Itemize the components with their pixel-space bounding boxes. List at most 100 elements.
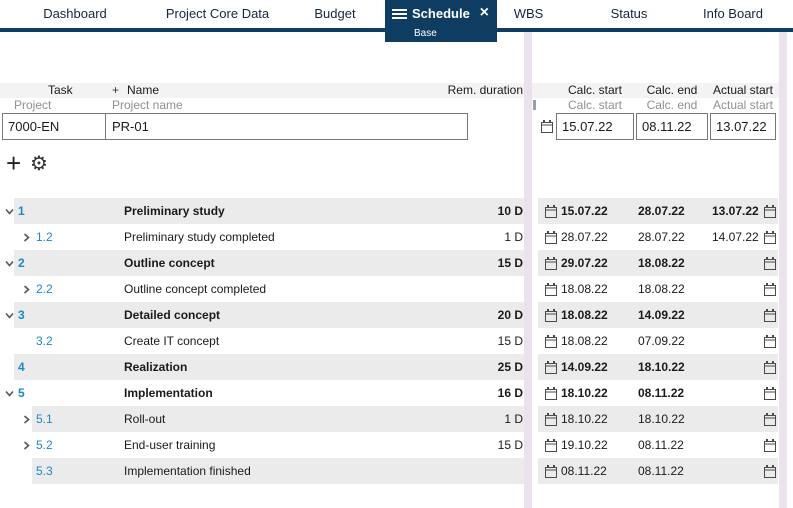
column-header-calc-end[interactable]: Calc. end [646,83,698,97]
task-calc-end[interactable]: 28.07.22 [638,204,685,218]
task-number-link[interactable]: 5 [18,386,25,400]
task-actual-start[interactable]: 13.07.22 [712,204,759,218]
calendar-icon[interactable] [764,361,776,377]
task-number-link[interactable]: 1 [18,204,25,218]
tab-budget[interactable]: Budget [285,0,385,28]
expand-chevron-icon[interactable] [4,362,15,373]
table-row[interactable]: 3 Detailed concept 20 D 18.08.22 14.09.2… [0,302,793,328]
calendar-icon[interactable] [545,335,557,351]
task-calc-start[interactable]: 28.07.22 [561,230,608,244]
table-row[interactable]: 2.2 Outline concept completed 18.08.22 1… [0,276,793,302]
column-header-actual-start[interactable]: Actual start [712,83,774,97]
calendar-icon[interactable] [545,205,557,221]
task-calc-start[interactable]: 08.11.22 [561,464,607,478]
task-calc-start[interactable]: 19.10.22 [561,438,608,452]
task-calc-start[interactable]: 18.10.22 [561,412,608,426]
task-number-link[interactable]: 1.2 [36,230,53,244]
calc-end-field[interactable]: 08.11.22 [636,113,708,140]
tab-status[interactable]: Status [560,0,698,28]
pane-splitter-left[interactable] [524,32,532,508]
task-calc-start[interactable]: 18.10.22 [561,386,608,400]
expand-chevron-icon[interactable] [21,284,32,295]
calendar-icon[interactable] [545,283,557,299]
tab-schedule-active[interactable]: Schedule × Base [385,0,497,42]
expand-chevron-icon[interactable] [4,258,15,269]
column-header-calc-start[interactable]: Calc. start [567,83,622,97]
task-number-link[interactable]: 5.2 [36,438,53,452]
tab-info-board[interactable]: Info Board [698,0,768,28]
expand-chevron-icon[interactable] [21,414,32,425]
calendar-icon[interactable] [764,465,776,481]
expand-chevron-icon[interactable] [4,388,15,399]
calendar-icon[interactable] [764,257,776,273]
task-calc-start[interactable]: 18.08.22 [561,334,608,348]
task-calc-end[interactable]: 07.09.22 [638,334,685,348]
calendar-icon[interactable] [545,465,557,481]
task-calc-start[interactable]: 18.08.22 [561,308,608,322]
gear-icon[interactable]: ⚙ [30,153,48,175]
calendar-icon[interactable] [764,231,776,247]
task-number-link[interactable]: 3 [18,308,25,322]
task-calc-end[interactable]: 18.08.22 [638,282,685,296]
task-calc-start[interactable]: 15.07.22 [561,204,608,218]
column-header-name[interactable]: Name [127,83,160,97]
table-row[interactable]: 5.2 End-user training 15 D 19.10.22 08.1… [0,432,793,458]
task-number-link[interactable]: 5.1 [36,412,53,426]
table-row[interactable]: 3.2 Create IT concept 15 D 18.08.22 07.0… [0,328,793,354]
pane-splitter-right[interactable] [779,32,787,508]
task-actual-start[interactable]: 14.07.22 [712,230,759,244]
actual-start-field[interactable]: 13.07.22 [710,113,776,140]
calendar-icon[interactable] [764,439,776,455]
column-header-rem-duration[interactable]: Rem. duration [447,83,523,97]
calendar-icon[interactable] [545,387,557,403]
expand-chevron-icon[interactable] [21,232,32,243]
table-row[interactable]: 5.1 Roll-out 1 D 18.10.22 18.10.22 [0,406,793,432]
calc-start-field[interactable]: 15.07.22 [556,113,634,140]
tab-dashboard[interactable]: Dashboard [0,0,150,28]
task-calc-end[interactable]: 08.11.22 [638,386,685,400]
task-number-link[interactable]: 3.2 [36,334,53,348]
task-calc-start[interactable]: 18.08.22 [561,282,608,296]
calendar-icon[interactable] [764,413,776,429]
task-calc-end[interactable]: 08.11.22 [638,438,684,452]
calendar-icon[interactable] [545,257,557,273]
task-calc-end[interactable]: 18.08.22 [638,256,685,270]
task-calc-end[interactable]: 28.07.22 [638,230,685,244]
project-filter-box[interactable] [2,113,468,140]
task-number-link[interactable]: 2 [18,256,25,270]
task-calc-start[interactable]: 14.09.22 [561,360,608,374]
table-row[interactable]: 5.3 Implementation finished 08.11.22 08.… [0,458,793,484]
table-row[interactable]: 1 Preliminary study 10 D 15.07.22 28.07.… [0,198,793,224]
project-name-field[interactable]: PR-01 [112,119,149,134]
calendar-icon[interactable] [764,387,776,403]
task-calc-end[interactable]: 18.10.22 [638,360,685,374]
project-id-field[interactable]: 7000-EN [8,119,60,134]
expand-chevron-icon[interactable] [21,466,32,477]
calendar-icon[interactable] [764,309,776,325]
add-column-icon[interactable]: + [112,83,120,97]
table-row[interactable]: 1.2 Preliminary study completed 1 D 28.0… [0,224,793,250]
expand-chevron-icon[interactable] [21,336,32,347]
expand-chevron-icon[interactable] [21,440,32,451]
table-row[interactable]: 4 Realization 25 D 14.09.22 18.10.22 [0,354,793,380]
column-header-task[interactable]: Task [48,83,73,97]
tab-project-core-data[interactable]: Project Core Data [150,0,285,28]
calendar-icon[interactable] [545,439,557,455]
task-number-link[interactable]: 4 [18,360,25,374]
close-tab-icon[interactable]: × [479,4,489,21]
table-row[interactable]: 5 Implementation 16 D 18.10.22 08.11.22 [0,380,793,406]
expand-chevron-icon[interactable] [4,206,15,217]
calendar-icon[interactable] [541,120,553,136]
tab-wbs[interactable]: WBS [497,0,560,28]
task-number-link[interactable]: 2.2 [36,282,53,296]
calendar-icon[interactable] [764,283,776,299]
task-calc-end[interactable]: 14.09.22 [638,308,685,322]
add-task-icon[interactable]: + [6,148,22,178]
task-calc-end[interactable]: 18.10.22 [638,412,685,426]
task-calc-end[interactable]: 08.11.22 [638,464,684,478]
calendar-icon[interactable] [764,335,776,351]
task-number-link[interactable]: 5.3 [36,464,53,478]
calendar-icon[interactable] [764,205,776,221]
calendar-icon[interactable] [545,413,557,429]
task-calc-start[interactable]: 29.07.22 [561,256,608,270]
